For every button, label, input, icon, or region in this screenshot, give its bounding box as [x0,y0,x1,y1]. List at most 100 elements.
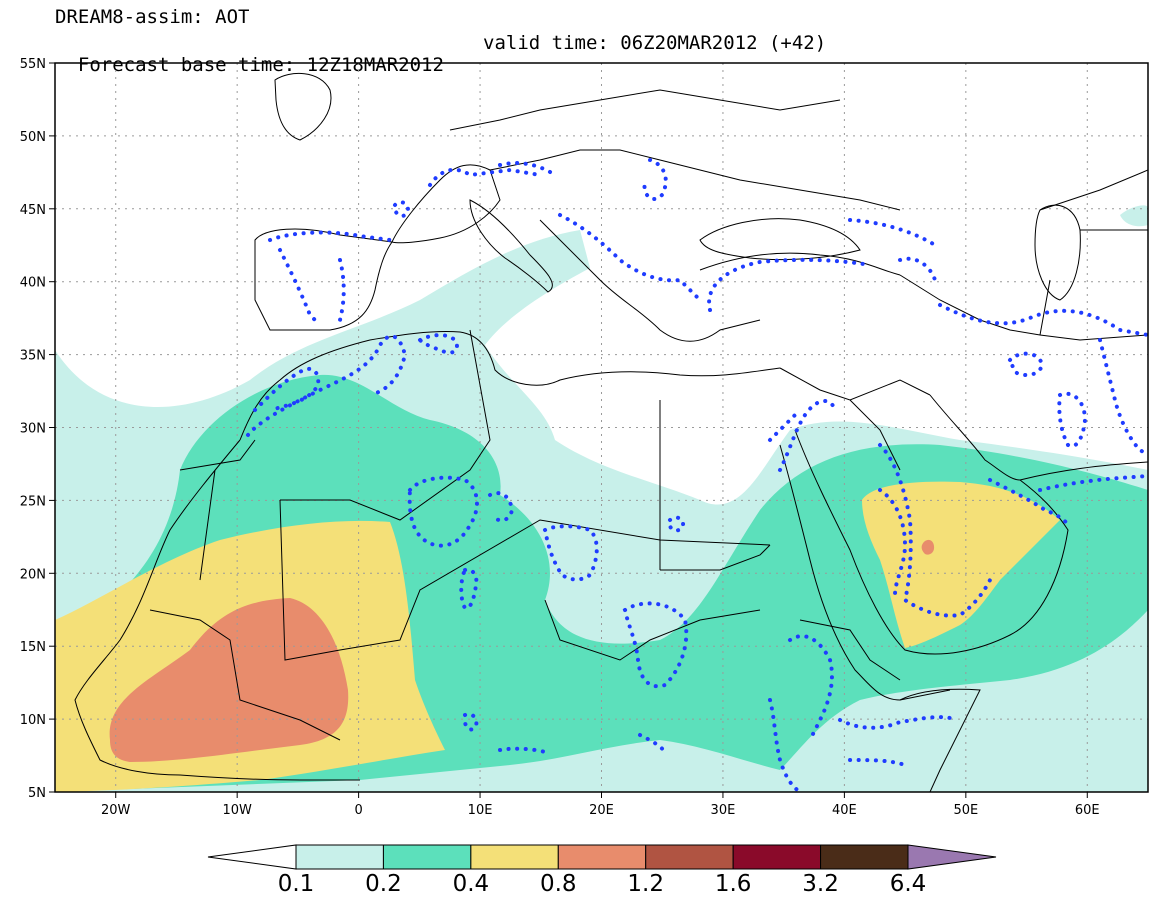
colorbar-label: 3.2 [802,871,839,897]
colorbar-bin [382,844,472,870]
aot-band-0.1-0.2-east [1120,205,1148,227]
colorbar-label: 1.6 [715,871,752,897]
colorbar-label: 6.4 [890,871,927,897]
border-mauritania [179,439,256,581]
border-iran [899,274,1148,341]
dotted-contour-nile [768,399,837,472]
lon-tick-label: 10W [222,803,252,818]
aot-band-0.8-1.2-east [921,539,935,555]
turkey-coast [699,252,901,276]
colorbar-bin [295,844,384,870]
valid-time: valid time: 06Z20MAR2012 (+42) [483,32,827,54]
colorbar-bin [557,844,647,870]
dotted-contour-arabia [878,443,992,618]
border-europe-east [489,149,901,211]
aot-band-0.8-1.2-west [109,598,349,762]
colorbar-label: 0.4 [453,871,490,897]
colorbar-label: 0.2 [365,871,402,897]
base-time: Forecast base time: 12Z18MAR2012 [77,54,444,76]
lat-tick-label: 35N [20,349,46,364]
border-west-africa-inner [149,609,341,741]
border-algeria-mali [280,329,491,521]
forecast-times: Forecast base time: 12Z18MAR2012 valid t… [55,32,826,98]
latitude-labels: 55N 50N 45N 40N 35N 30N 25N 20N 15N 10N 5N [20,57,46,801]
dotted-contour-sudan-small [668,515,686,533]
colorbar-bin [470,844,559,870]
dotted-contour-arabia-south [878,488,908,597]
colorbar-label: 1.2 [627,871,664,897]
france-outline [391,164,501,244]
europe-coastline [254,228,393,331]
border-middle-east [779,367,931,471]
balkans-coast [539,219,761,342]
border-central-asia [1039,169,1148,336]
dotted-contour-iran [938,303,1148,337]
dotted-contour-east-africa [768,698,907,792]
dotted-contour-darfur [622,601,689,689]
dotted-contour-horn [788,634,952,742]
dotted-contour-air [459,567,479,611]
lon-tick-label: 20W [101,803,131,818]
dotted-contour-alps [498,158,668,201]
uk-outline [274,72,332,141]
dotted-contour-turkey [707,257,872,312]
lon-tick-label: 10E [468,803,493,818]
colorbar-label: 0.8 [540,871,577,897]
italy-outline [469,199,553,293]
lon-tick-label: 60E [1075,803,1100,818]
colorbar: 0.1 0.2 0.4 0.8 1.2 1.6 3.2 6.4 [207,844,997,897]
dotted-contour-gulf [1057,391,1088,449]
colorbar-bin [732,844,822,870]
west-africa-coast [74,439,360,781]
dotted-contour-oman [988,474,1148,527]
lat-tick-label: 10N [20,713,46,728]
lat-tick-label: 30N [20,422,46,437]
dotted-contour-pakistan [1098,338,1148,457]
border-horn [799,619,901,681]
colorbar-bin [820,844,909,870]
dotted-contour-caucasus [848,218,937,282]
lat-tick-label: 50N [20,130,46,145]
lon-tick-label: 20E [589,803,614,818]
dotted-contour-france [393,167,542,218]
lat-tick-label: 40N [20,276,46,291]
dotted-contour-tassili [488,491,515,523]
north-africa-coast [239,331,781,441]
lat-tick-label: 25N [20,494,46,509]
east-africa-horn [899,688,981,792]
red-sea-coast-east [794,429,1069,655]
lon-tick-label: 50E [953,803,978,818]
longitude-labels: 20W 10W 0 10E 20E 30E 40E 50E 60E [101,803,1100,818]
lat-tick-label: 45N [20,203,46,218]
dotted-contour-southwest [463,712,667,754]
arabian-sea-coast [1019,461,1148,481]
border-nile-region [660,544,771,571]
dotted-contour-niger [542,524,599,582]
lon-tick-label: 40E [832,803,857,818]
dotted-contour-atlas [246,333,459,437]
dotted-contour-iran-small [1007,351,1045,378]
lat-tick-label: 55N [20,57,46,72]
dotted-contours [246,158,1148,792]
red-sea-coast-west [779,444,951,701]
dotted-contour-balkans [558,213,702,302]
axis-ticks [49,62,1088,798]
lat-tick-label: 20N [20,567,46,582]
border-europe-north [449,89,841,131]
dotted-contour-tibesti [407,475,479,548]
caspian-sea [1034,204,1081,301]
colorbar-over-arrow [907,844,997,870]
colorbar-label: 0.1 [278,871,315,897]
black-sea-coast [699,218,861,261]
persian-gulf [929,394,1021,481]
border-sahel [279,499,771,661]
colorbar-bin [645,844,734,870]
colorbar-under-arrow [207,844,297,870]
lon-tick-label: 0 [354,803,362,818]
coastlines-borders [74,72,1148,792]
lon-tick-label: 30E [711,803,736,818]
border-sudan-chad [544,599,761,661]
lat-tick-label: 15N [20,640,46,655]
map-title: DREAM8-assim: AOT [55,6,250,28]
